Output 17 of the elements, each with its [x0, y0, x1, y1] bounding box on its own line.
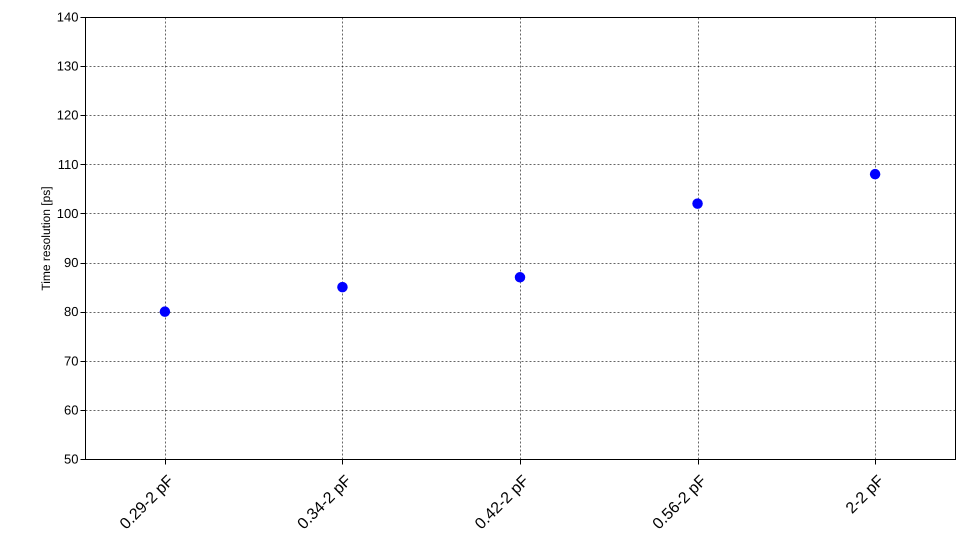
x-tick-label: 2-2 pF: [842, 472, 888, 518]
y-tick-label: 100: [56, 206, 78, 221]
point: [870, 168, 880, 180]
point: [514, 272, 526, 283]
y-tick-label: 80: [64, 304, 78, 320]
y-tick-label: 130: [56, 58, 78, 74]
point: [337, 282, 348, 292]
y-tick-label: 140: [56, 10, 78, 24]
y-tick-label: 90: [64, 255, 78, 270]
y-tick-label: 120: [56, 108, 78, 123]
y-axis-title: Time resolution [ps]: [38, 186, 53, 291]
y-tick-label: 70: [64, 353, 78, 368]
point: [160, 306, 170, 317]
y-tick-label: 60: [64, 402, 78, 418]
y-tick-label: 110: [58, 156, 78, 172]
y-tick-label: 50: [64, 452, 78, 466]
point: [692, 198, 703, 209]
